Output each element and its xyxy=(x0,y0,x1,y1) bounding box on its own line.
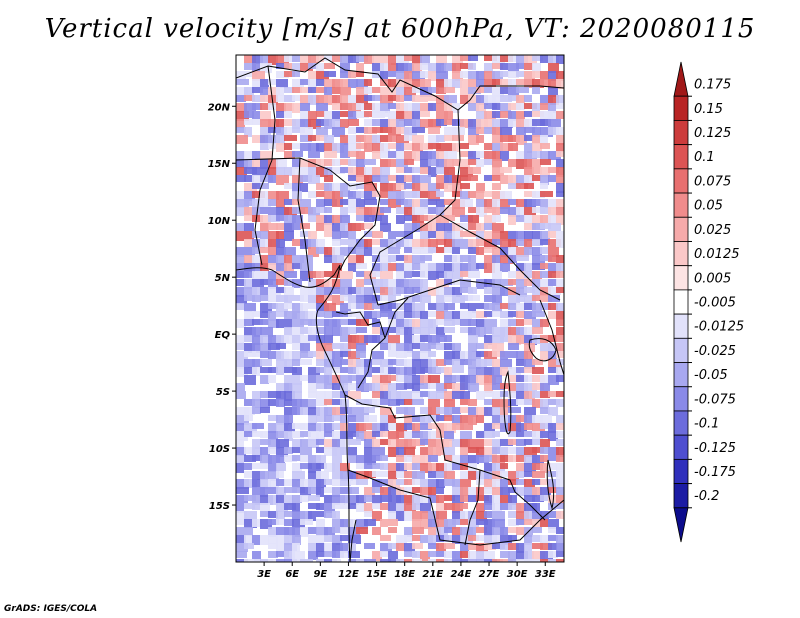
colorbar: 0.175 0.15 0.125 0.1 0.075 0.05 0.025 0.0125 0.0… xyxy=(673,61,744,543)
lon-tick-label: 15E xyxy=(366,569,387,580)
axes: 3E 6E 9E 12E 15E 18E 21E 24E 27E 30E 33E 20N 15N 10N 5… xyxy=(208,102,556,580)
colorbar-label: -0.05 xyxy=(694,368,728,383)
lon-tick-label: 18E xyxy=(394,569,415,580)
colorbar-segment xyxy=(673,192,689,218)
lon-tick-label: 12E xyxy=(338,569,359,580)
lat-tick-label: EQ xyxy=(215,330,231,341)
lon-tick-label: 9E xyxy=(313,569,327,580)
colorbar-label: -0.125 xyxy=(694,441,736,456)
map-frame xyxy=(235,54,565,563)
lat-tick-label: 10N xyxy=(208,216,231,227)
lat-tick-label: 5S xyxy=(216,387,230,398)
lon-tick-label: 24E xyxy=(451,569,472,580)
chart-title: Vertical velocity [m/s] at 600hPa, VT: 2… xyxy=(44,14,756,44)
colorbar-label: -0.2 xyxy=(694,489,719,504)
colorbar-label: 0.0125 xyxy=(694,247,740,262)
lon-tick-label: 33E xyxy=(535,569,556,580)
lat-tick-label: 20N xyxy=(208,102,231,113)
colorbar-segment xyxy=(673,337,689,363)
coastline xyxy=(236,264,351,562)
lon-tick-label: 21E xyxy=(422,569,443,580)
colorbar-label: 0.025 xyxy=(694,223,731,238)
colorbar-segment xyxy=(673,362,689,388)
colorbar-label: 0.05 xyxy=(694,199,723,214)
colorbar-label: 0.075 xyxy=(694,174,731,189)
colorbar-label: -0.175 xyxy=(694,465,736,480)
colorbar-label: 0.125 xyxy=(694,126,731,141)
colorbar-segment xyxy=(673,458,689,484)
lat-tick-label: 15N xyxy=(208,159,231,170)
velocity-field xyxy=(236,55,564,562)
lake-victoria xyxy=(528,337,557,362)
colorbar-segment xyxy=(673,95,689,121)
lake-tanganyika xyxy=(503,370,512,435)
colorbar-label: 0.175 xyxy=(694,78,731,93)
lat-tick-label: 5N xyxy=(215,273,231,284)
colorbar-segment xyxy=(673,410,689,436)
colorbar-label: 0.15 xyxy=(694,102,723,117)
colorbar-label: -0.005 xyxy=(694,296,736,311)
colorbar-label: -0.0125 xyxy=(694,320,744,335)
colorbar-segment xyxy=(673,313,689,339)
colorbar-label: -0.075 xyxy=(694,392,736,407)
lon-tick-label: 30E xyxy=(507,569,528,580)
colorbar-label: -0.025 xyxy=(694,344,736,359)
colorbar-label: -0.1 xyxy=(694,417,719,432)
lat-tick-label: 10S xyxy=(209,444,230,455)
credit-text: GrADS: IGES/COLA xyxy=(4,604,98,614)
lake-malawi xyxy=(546,459,555,510)
colorbar-segment xyxy=(673,216,689,242)
lon-tick-label: 6E xyxy=(285,569,299,580)
colorbar-segment xyxy=(673,144,689,170)
colorbar-segment xyxy=(673,434,689,460)
country-borders xyxy=(236,57,564,562)
colorbar-label: 0.005 xyxy=(694,271,731,286)
colorbar-segment xyxy=(673,386,689,412)
colorbar-segment xyxy=(673,289,689,315)
colorbar-segment xyxy=(673,265,689,291)
colorbar-segment xyxy=(673,483,689,509)
colorbar-segment xyxy=(673,168,689,194)
lon-tick-label: 27E xyxy=(479,569,500,580)
colorbar-segment xyxy=(673,507,689,543)
lon-tick-label: 3E xyxy=(257,569,271,580)
colorbar-segment xyxy=(673,241,689,267)
colorbar-segment xyxy=(673,120,689,146)
colorbar-label: 0.1 xyxy=(694,150,715,165)
colorbar-segment xyxy=(673,61,689,97)
lat-tick-label: 15S xyxy=(209,501,230,512)
